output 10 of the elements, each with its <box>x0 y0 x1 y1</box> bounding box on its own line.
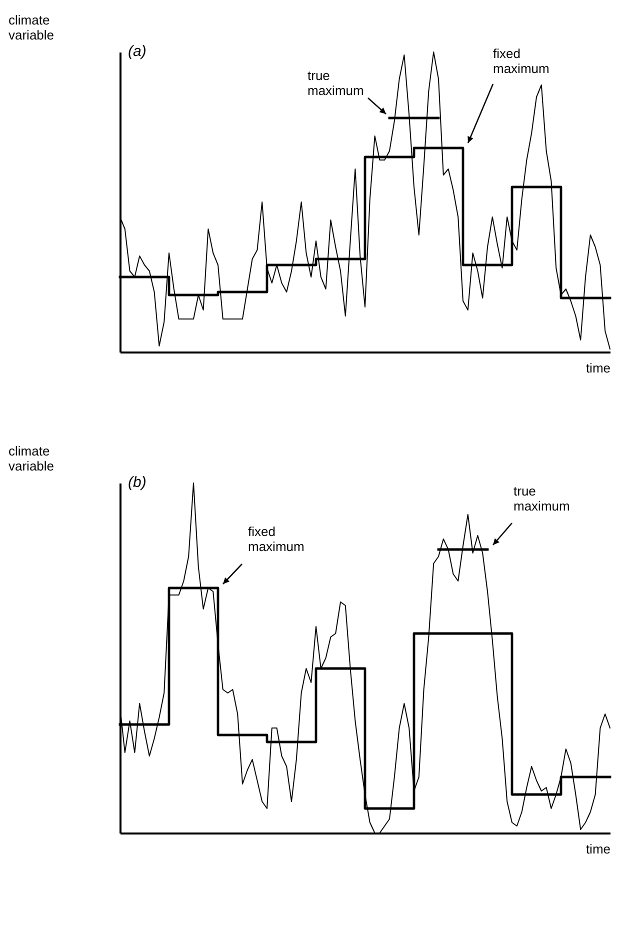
text: fixed maximum <box>493 46 550 76</box>
y-axis-title: climate variable <box>8 444 54 474</box>
text: true maximum <box>308 68 364 98</box>
y-axis-title: climate variable <box>8 12 54 42</box>
x-axis-title: time <box>586 842 610 856</box>
text: true maximum <box>514 484 570 514</box>
x-axis-title: time <box>586 360 610 376</box>
text: fixed maximum <box>248 524 304 554</box>
chart-title: (b) <box>128 474 146 491</box>
chart-title: (a) <box>128 43 146 60</box>
